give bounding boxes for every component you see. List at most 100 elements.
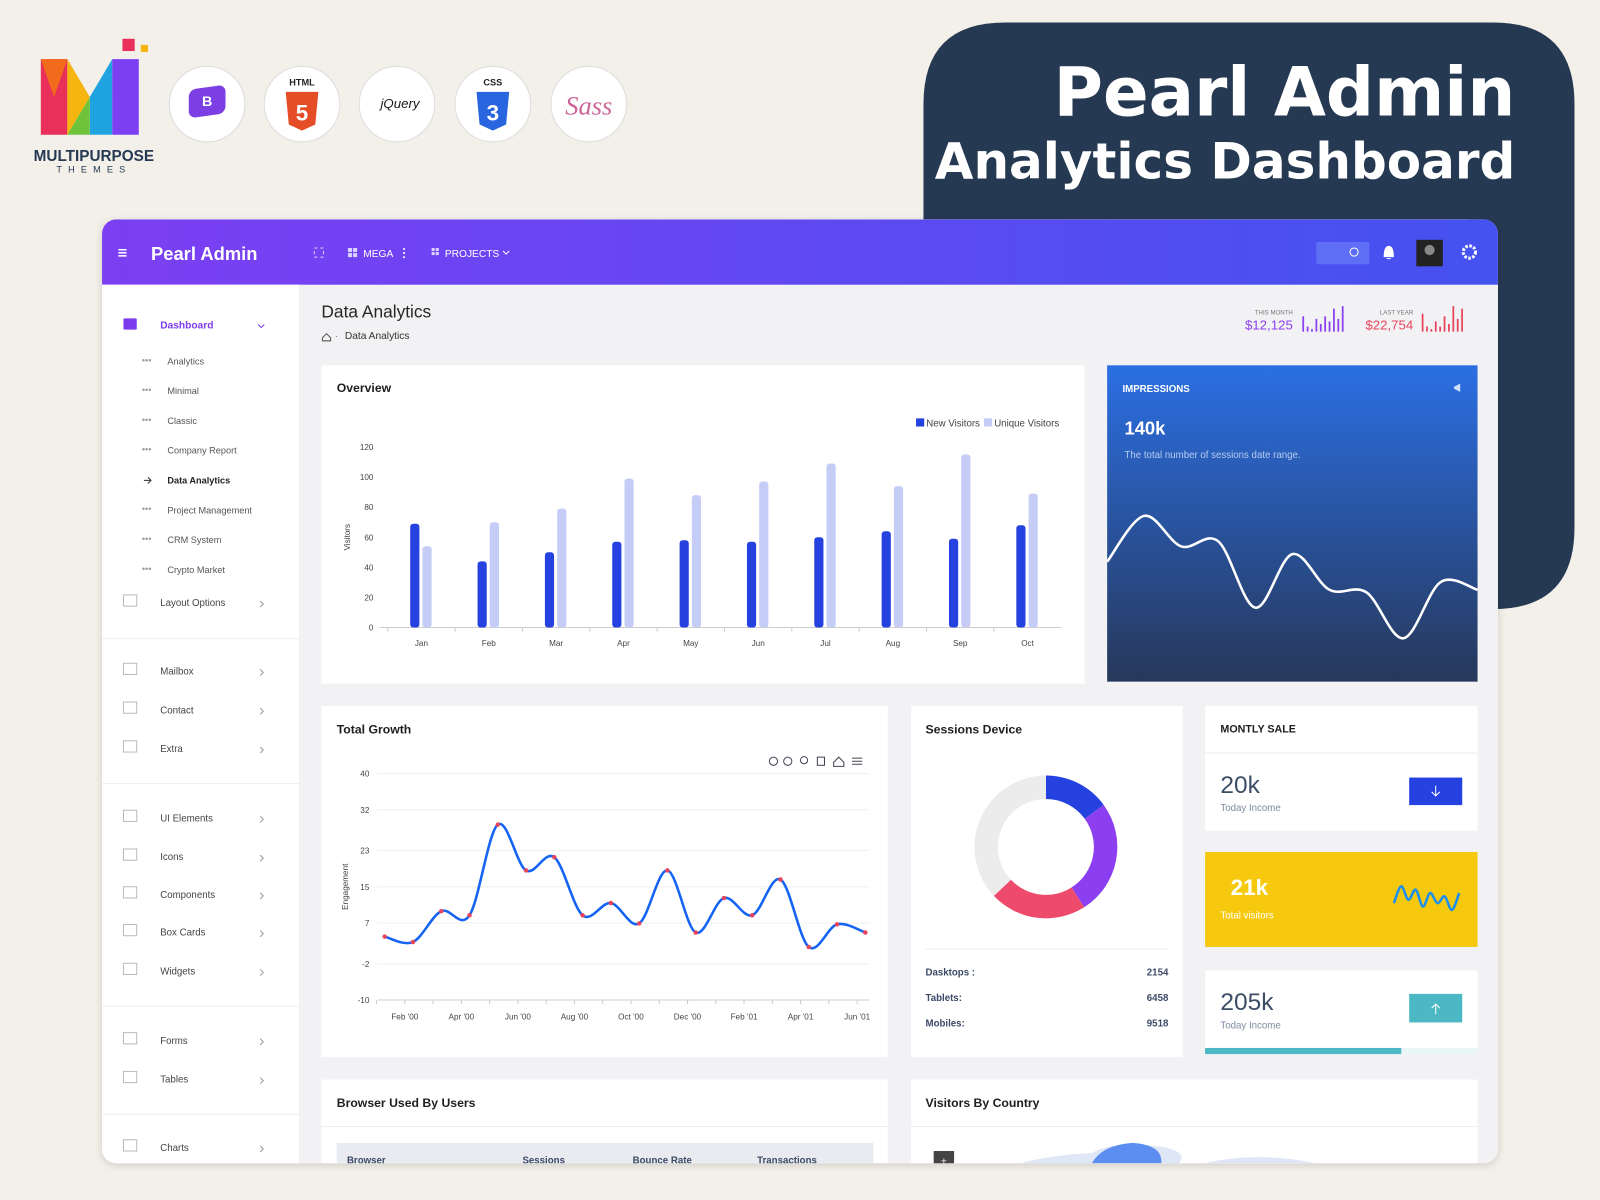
home-icon[interactable] [321, 332, 332, 342]
donut-slice [974, 775, 1046, 896]
submenu-item[interactable]: Analytics [167, 356, 204, 366]
donut-slice [1071, 804, 1118, 908]
menu-item[interactable]: Forms [160, 1036, 188, 1047]
bar [691, 495, 702, 628]
sparkline [1392, 885, 1461, 912]
logo: MULTIPURPOSE THEMES [34, 38, 154, 174]
menu-item[interactable]: Layout Options [160, 598, 225, 609]
menu-item[interactable]: UI Elements [160, 813, 213, 824]
bell-icon[interactable] [1383, 245, 1394, 260]
badge-text: CSS [483, 78, 502, 88]
menu-item[interactable]: Mailbox [160, 666, 194, 677]
mini-bar [1439, 326, 1442, 332]
submenu-item[interactable]: Company Report [167, 446, 237, 456]
chevron [259, 746, 264, 754]
menu-item[interactable]: Tables [160, 1075, 188, 1086]
stat-value: $22,754 [1365, 318, 1413, 333]
menu-item[interactable]: Icons [160, 852, 183, 863]
menu-icon [122, 809, 138, 822]
x-tick-label: May [683, 639, 699, 648]
impressions-card [1107, 365, 1478, 682]
mini-bar [1456, 318, 1459, 332]
submenu-item[interactable]: Crypto Market [167, 565, 225, 575]
mini-bar [1302, 316, 1305, 332]
bar [612, 541, 622, 628]
bullet: ••• [142, 415, 152, 425]
yellow-card [1205, 852, 1478, 947]
mini-bar [1434, 321, 1437, 332]
marker [778, 877, 783, 882]
more-icon[interactable] [403, 247, 406, 259]
menu-item[interactable]: Charts [160, 1143, 189, 1154]
card-title: MONTLY SALE [1220, 724, 1296, 736]
x-tick-label: Jul [820, 639, 831, 648]
session-label: Mobiles: [926, 1019, 965, 1030]
x-tick-label: Apr [617, 639, 630, 648]
table-header [336, 1142, 874, 1164]
chart-toolbar[interactable] [768, 756, 863, 767]
badge-text: 3 [487, 100, 499, 125]
chevron [257, 324, 265, 329]
bullet: ••• [142, 534, 152, 544]
menu-icon [122, 848, 138, 861]
mini-bar [1306, 326, 1309, 332]
sidebar-active[interactable]: Dashboard [160, 321, 213, 332]
submenu-item[interactable]: Data Analytics [167, 475, 230, 485]
bar [557, 508, 567, 628]
breadcrumb-sep: · [335, 331, 338, 342]
search-box[interactable] [1316, 241, 1370, 265]
y-axis-title: Engagement [341, 863, 350, 910]
sidebar [102, 284, 299, 1164]
bar [422, 546, 432, 628]
bar [477, 561, 487, 628]
svg-text:B: B [202, 94, 212, 110]
chevron [259, 969, 264, 976]
card [321, 706, 888, 1058]
submenu-item[interactable]: Classic [167, 416, 197, 426]
chevron [259, 930, 264, 938]
y-tick-label: 100 [360, 473, 374, 482]
current-arrow [143, 476, 152, 484]
menu-item[interactable]: Extra [160, 744, 183, 755]
y-axis-title: Visitors [343, 524, 352, 551]
mini-bar [1315, 318, 1318, 332]
y-tick-label: 15 [360, 883, 370, 892]
sale-value: 20k [1220, 772, 1260, 799]
menu-item[interactable]: MEGA [363, 249, 393, 260]
x-tick-label: Jun '01 [844, 1012, 871, 1021]
bullet: ••• [142, 564, 152, 574]
mega-icon [347, 247, 358, 258]
arrow-icon [1431, 785, 1441, 797]
x-tick-label: Dec '00 [674, 1012, 702, 1021]
arrow-icon [1431, 1003, 1441, 1015]
zoom-button[interactable] [933, 1151, 955, 1171]
table-column: Transactions [757, 1155, 817, 1166]
menu-item[interactable]: Contact [160, 705, 194, 716]
menu-item[interactable]: Widgets [160, 966, 195, 977]
settings-icon[interactable] [1461, 244, 1478, 260]
marker [806, 944, 812, 950]
y-tick-label: 23 [360, 847, 370, 856]
fullscreen-icon[interactable] [313, 247, 324, 258]
bar [1028, 493, 1038, 628]
x-tick-label: Jun '00 [505, 1012, 532, 1021]
submenu-item[interactable]: Project Management [167, 505, 252, 515]
legend-swatch [983, 418, 993, 427]
session-value: 9518 [1147, 1019, 1169, 1030]
y-tick-label: -10 [358, 996, 370, 1005]
x-tick-label: Aug [886, 639, 901, 648]
app: Pearl Admin MEGA PROJECTS Dashboard ••• A… [102, 219, 1498, 1171]
legend-swatch [916, 418, 925, 427]
badge-text: Sass [565, 90, 612, 120]
submenu-item[interactable]: CRM System [167, 535, 221, 545]
submenu-item[interactable]: Minimal [167, 386, 199, 396]
menu-toggle[interactable] [118, 248, 127, 257]
menu-item[interactable]: PROJECTS [445, 249, 500, 260]
menu-item[interactable]: Components [160, 890, 215, 901]
x-tick-label: Feb '00 [391, 1012, 418, 1021]
menu-item[interactable]: Box Cards [160, 928, 205, 939]
menu-icon [122, 594, 138, 607]
stat-label: THIS MONTH [1255, 309, 1293, 316]
marker [438, 908, 444, 914]
projects-icon [431, 247, 439, 256]
